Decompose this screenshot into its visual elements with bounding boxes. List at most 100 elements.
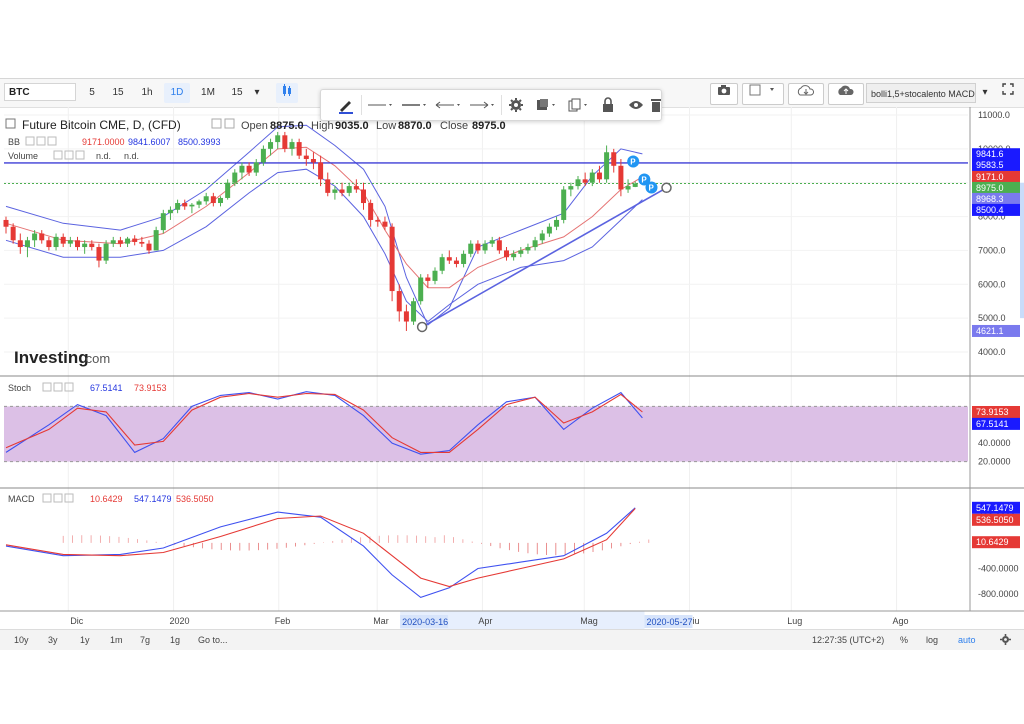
candle-body [432, 270, 438, 281]
candle-body [346, 186, 352, 193]
interval-15m[interactable]: 15 [112, 87, 124, 98]
candle-body [310, 159, 316, 163]
stoch-d-line [5, 392, 643, 453]
candle-body [475, 243, 481, 251]
settings-gear-icon[interactable] [505, 94, 527, 116]
template-dropdown-icon[interactable]: ▾ [982, 87, 988, 98]
low-label: Low [376, 120, 396, 132]
interval-dropdown-icon[interactable]: ▾ [254, 87, 260, 98]
vol-eye-icon[interactable] [53, 150, 63, 160]
macd-label: MACD [8, 494, 35, 504]
candle-body [246, 165, 252, 173]
price-tag-label: 8500.4 [976, 205, 1004, 215]
range-1m[interactable]: 1m [110, 635, 123, 645]
vol-close-icon[interactable] [75, 150, 85, 160]
stoch-tag [972, 405, 1020, 418]
scale-log[interactable]: log [926, 635, 939, 645]
macd-lines [5, 507, 650, 599]
scale-auto[interactable]: auto [958, 635, 976, 645]
macd-close-icon[interactable] [64, 493, 74, 503]
cloud-save-icon[interactable] [828, 83, 864, 105]
range-10y[interactable]: 10y [14, 635, 29, 645]
lock-icon[interactable] [597, 94, 619, 116]
trend-line[interactable] [421, 187, 667, 328]
indicator-template-select[interactable]: bolli1,5+stocalento MACD [866, 83, 976, 103]
interval-1h[interactable]: 1h [141, 87, 153, 98]
event-marker-icon[interactable] [638, 173, 651, 186]
line-style-icon[interactable] [365, 94, 395, 116]
stoch-settings-icon[interactable] [53, 382, 63, 392]
trend-handle-start[interactable] [416, 321, 428, 333]
macd-hist-value: 10.6429 [90, 494, 123, 504]
visual-order-icon[interactable] [533, 94, 561, 116]
line-start-icon[interactable] [433, 94, 463, 116]
goto-date[interactable]: Go to... [198, 635, 228, 645]
time-label: Dic [70, 616, 83, 626]
candle-body [82, 243, 88, 248]
time-highlight-label: 2020-03-16 [402, 617, 448, 627]
event-marker-icon[interactable] [645, 181, 658, 194]
candle-body [189, 204, 195, 207]
line-end-icon[interactable] [467, 94, 497, 116]
watermark-suffix: .com [82, 351, 110, 366]
interval-1d[interactable]: 1D [164, 83, 190, 103]
cloud-load-icon[interactable] [788, 83, 824, 105]
candle-body [546, 226, 552, 234]
bb-eye-icon[interactable] [25, 136, 35, 146]
volume-label: Volume [8, 151, 38, 161]
stoch-eye-icon[interactable] [42, 382, 52, 392]
stoch-tag [972, 417, 1020, 430]
clone-icon[interactable] [565, 94, 593, 116]
candle-type-icon[interactable] [276, 83, 298, 103]
clock[interactable]: 12:27:35 (UTC+2) [812, 635, 885, 645]
camera-icon[interactable] [710, 83, 738, 105]
range-1d[interactable]: 1g [170, 635, 181, 645]
visibility-eye-icon[interactable] [625, 94, 647, 116]
range-7d[interactable]: 7g [140, 635, 151, 645]
macd-settings-icon[interactable] [53, 493, 63, 503]
price-tick-label: 8000.0 [978, 212, 1006, 222]
candle-body [325, 179, 331, 193]
time-label: Mag [580, 616, 598, 626]
candle-body [518, 250, 524, 254]
candle-body [275, 135, 281, 143]
vol-value-2: n.d. [124, 151, 139, 161]
line-width-icon[interactable] [399, 94, 429, 116]
trash-icon[interactable] [649, 94, 663, 116]
range-1y[interactable]: 1y [80, 635, 90, 645]
bb-close-icon[interactable] [47, 136, 57, 146]
legend-eye-icon[interactable] [211, 118, 222, 129]
settings-gear-bottom-icon[interactable] [1000, 634, 1011, 648]
event-marker-icon[interactable] [627, 155, 640, 168]
high-value: 9035.0 [335, 120, 369, 132]
chart-app: BTC 5 15 1h 1D 1M 15 ▾ bolli1,5+stocalen… [0, 78, 1024, 650]
candle-body [132, 238, 138, 242]
layout-select-icon[interactable] [742, 83, 784, 105]
macd-eye-icon[interactable] [42, 493, 52, 503]
stoch-tick-label: 20.0000 [978, 457, 1011, 467]
scale-percent[interactable]: % [900, 635, 909, 645]
candle-body [582, 179, 588, 183]
candle-body [496, 240, 502, 251]
candle-body [611, 152, 617, 166]
candle-body [589, 172, 595, 183]
bb-settings-icon[interactable] [36, 136, 46, 146]
chart-canvas[interactable]: PPP Dic2020FebMarAprMagGiuLugAgo2020-03-… [0, 79, 1024, 629]
symbol-input[interactable]: BTC [4, 83, 76, 101]
candle-body [489, 240, 495, 244]
trend-handle-end[interactable] [661, 182, 672, 194]
interval-5m[interactable]: 5 [89, 87, 95, 98]
vol-settings-icon[interactable] [64, 150, 74, 160]
candle-body [160, 213, 166, 231]
interval-1mo[interactable]: 1M [201, 87, 215, 98]
candle-body [253, 162, 259, 173]
collapse-icon[interactable] [5, 118, 16, 129]
pen-icon[interactable] [335, 94, 357, 116]
interval-custom[interactable]: 15 [231, 87, 243, 98]
stoch-close-icon[interactable] [64, 382, 74, 392]
candle-body [10, 226, 16, 241]
legend-settings-icon[interactable] [224, 118, 235, 129]
candle-body [425, 277, 431, 281]
fullscreen-icon[interactable] [998, 83, 1018, 103]
range-3y[interactable]: 3y [48, 635, 58, 645]
